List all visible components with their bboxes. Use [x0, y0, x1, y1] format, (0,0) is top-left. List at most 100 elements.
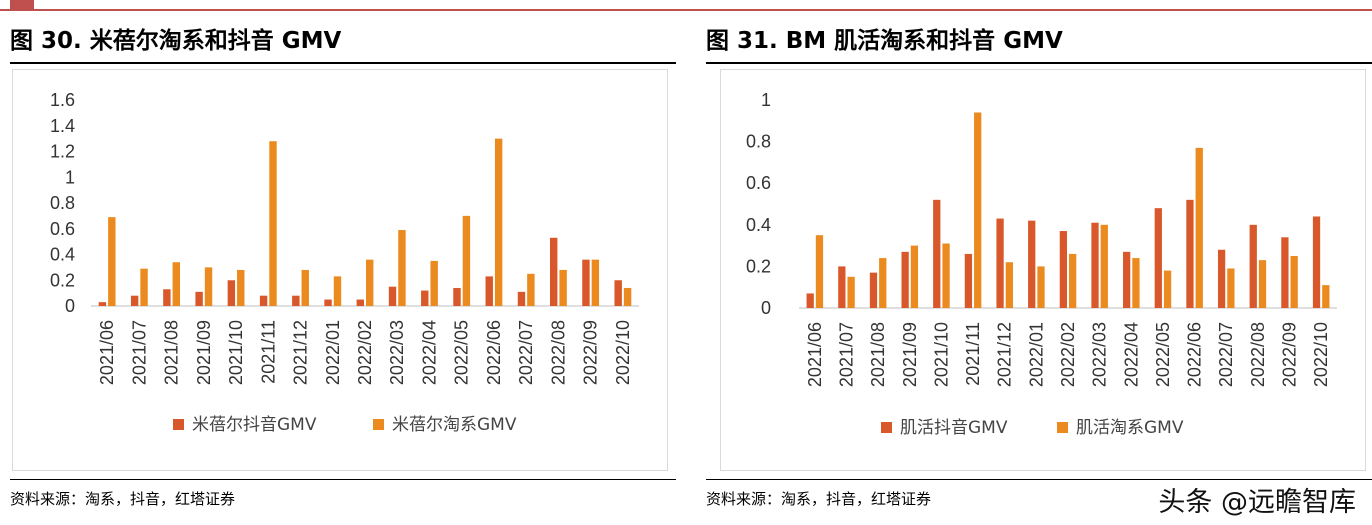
figure-30-y-tick-label: 0.2	[50, 270, 75, 290]
figure-30-x-tick-label: 2022/10	[613, 320, 633, 385]
figure-31-taobao-bar	[1163, 270, 1172, 308]
figure-31-x-tick-label: 2022/05	[1153, 322, 1173, 387]
figure-30-taobao-bar	[333, 276, 342, 306]
figure-30-douyin-bar	[582, 259, 590, 306]
figure-30-x-tick-label: 2021/10	[226, 320, 246, 385]
figure-31-douyin-bar	[996, 218, 1004, 308]
figure-31-x-tick-label: 2022/02	[1058, 322, 1078, 387]
figure-31-source: 资料来源：淘系，抖音，红塔证券	[706, 490, 932, 508]
figure-31-y-tick-label: 0	[761, 298, 771, 318]
figure-31-douyin-bar	[901, 251, 909, 308]
watermark: 头条 @远瞻智库	[1158, 487, 1356, 518]
figure-30-taobao-bar	[559, 269, 567, 306]
figure-31-taobao-bar	[1290, 256, 1298, 308]
figure-30-bottom-rule	[10, 479, 676, 480]
figure-31-douyin-bar	[1186, 199, 1194, 308]
figure-31-douyin-bar	[1154, 208, 1162, 308]
figure-31-taobao-bar	[910, 245, 919, 308]
figure-30-taobao-bar	[591, 259, 600, 306]
figure-31-title-rule	[706, 62, 1372, 64]
header-accent-mark	[10, 0, 34, 9]
figure-30-douyin-bar	[130, 295, 139, 306]
figure-30-legend-swatch	[173, 419, 184, 430]
figure-31-douyin-bar	[933, 199, 941, 308]
figure-30-title-rule	[10, 62, 676, 64]
figure-31-taobao-bar	[1132, 258, 1140, 308]
figure-31-x-tick-label: 2022/03	[1090, 322, 1110, 387]
figure-31-y-tick-label: 0.6	[746, 173, 771, 193]
figure-31-x-tick-label: 2021/07	[836, 322, 856, 387]
figure-31-x-tick-label: 2021/11	[963, 322, 983, 386]
figure-30-y-tick-label: 1.6	[50, 90, 75, 110]
figure-30-douyin-bar	[614, 280, 622, 306]
figure-31-douyin-bar	[1249, 224, 1257, 308]
figure-31-taobao-bar	[1100, 224, 1108, 308]
figure-30-title: 图 30. 米蓓尔淘系和抖音 GMV	[10, 28, 342, 54]
figure-30-douyin-bar	[195, 291, 203, 306]
figure-31-taobao-bar	[1322, 285, 1330, 308]
figure-30-y-tick-label: 0	[65, 296, 75, 316]
figure-30-taobao-bar	[269, 141, 277, 306]
figure-31-taobao-bar	[942, 243, 950, 308]
figure-31-douyin-bar	[1059, 231, 1067, 308]
figure-30-x-tick-label: 2021/09	[194, 320, 214, 385]
figure-31-x-tick-label: 2021/08	[868, 322, 888, 387]
figure-31-x-tick-label: 2022/01	[1026, 322, 1046, 387]
figure-31-douyin-bar	[1281, 237, 1289, 308]
figure-30-x-tick-label: 2022/06	[484, 320, 504, 385]
figure-30-x-tick-label: 2022/01	[323, 320, 343, 385]
figure-30-douyin-bar	[388, 286, 397, 306]
figure-30-source: 资料来源：淘系，抖音，红塔证券	[10, 490, 236, 508]
figure-30-x-tick-label: 2022/08	[548, 320, 568, 385]
figure-30-taobao-bar	[237, 269, 245, 306]
figure-30-y-tick-label: 0.6	[50, 219, 75, 239]
figure-31-x-tick-label: 2022/07	[1216, 322, 1236, 387]
figure-30-taobao-bar	[301, 269, 309, 306]
figure-30-taobao-bar	[527, 273, 535, 306]
figure-30-y-tick-label: 1.4	[50, 116, 75, 136]
figure-31-douyin-bar	[1123, 251, 1131, 308]
figure-31-douyin-bar	[1091, 222, 1099, 308]
figure-30-taobao-bar	[172, 262, 181, 306]
figure-30-douyin-bar	[485, 276, 493, 306]
figure-31-y-tick-label: 0.2	[746, 256, 771, 276]
figure-31-x-tick-label: 2021/12	[995, 322, 1015, 387]
figure-30-taobao-bar	[430, 260, 438, 306]
figure-31-legend-swatch	[881, 422, 892, 433]
figure-30-y-tick-label: 0.8	[50, 193, 75, 213]
figure-30-douyin-bar	[98, 302, 107, 306]
figure-30-douyin-bar	[549, 237, 558, 306]
figure-30-x-tick-label: 2022/07	[516, 320, 536, 385]
figure-31-taobao-bar	[815, 235, 824, 308]
figure-30-x-tick-label: 2021/06	[97, 320, 117, 385]
figure-30-y-tick-label: 0.4	[50, 245, 75, 265]
header-rule	[0, 9, 1372, 11]
figure-31-douyin-bar	[838, 266, 846, 308]
figure-30-x-tick-label: 2022/09	[581, 320, 601, 385]
figure-30-douyin-bar	[292, 295, 300, 306]
figure-31-taobao-bar	[1195, 147, 1203, 308]
figure-31-x-tick-label: 2022/08	[1248, 322, 1268, 387]
figure-31-y-tick-label: 0.4	[746, 215, 771, 235]
figure-31-taobao-bar	[847, 276, 855, 308]
figure-31-douyin-bar	[1312, 216, 1321, 308]
figure-31-taobao-bar	[974, 112, 982, 308]
figure-31-x-tick-label: 2022/10	[1311, 322, 1331, 387]
figure-31-x-tick-label: 2022/09	[1280, 322, 1300, 387]
figure-30-x-tick-label: 2021/08	[162, 320, 182, 385]
figure-31-taobao-bar	[1258, 260, 1267, 308]
figure-30-douyin-bar	[324, 299, 332, 306]
figure-31-y-tick-label: 0.8	[746, 132, 771, 152]
figure-30-chart-frame: 0 0.2 0.4 0.6 0.8 1 1.2 1.4 1.6 2021/06 2021/07 202…	[12, 69, 668, 471]
figure-30-legend-label: 米蓓尔抖音GMV	[192, 415, 317, 435]
figure-30-chart: 0 0.2 0.4 0.6 0.8 1 1.2 1.4 1.6 2021/06 2021/07 202…	[50, 90, 639, 435]
figure-30-douyin-bar	[421, 290, 429, 306]
figure-31-douyin-bar	[1028, 220, 1036, 308]
figure-31-panel: 图 31. BM 肌活淘系和抖音 GMV 0 0.2 0.4 0.6 0.8 1 2021/…	[706, 22, 1372, 525]
figure-30-x-tick-label: 2021/11	[258, 320, 278, 384]
figure-30-x-tick-label: 2022/02	[355, 320, 375, 385]
figure-31-x-tick-label: 2021/09	[900, 322, 920, 387]
figure-30-x-tick-label: 2021/12	[291, 320, 311, 385]
figure-31-title: 图 31. BM 肌活淘系和抖音 GMV	[706, 28, 1063, 54]
figure-30-douyin-bar	[517, 291, 526, 306]
